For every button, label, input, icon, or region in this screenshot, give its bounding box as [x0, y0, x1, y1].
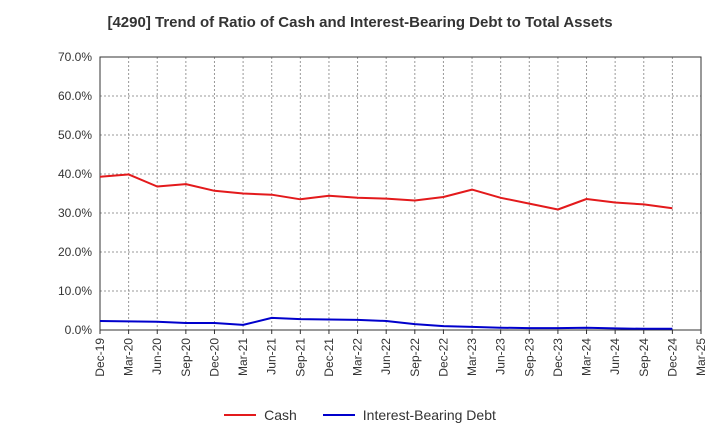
x-tick-label: Dec-23 — [551, 338, 565, 377]
x-tick-label: Dec-22 — [436, 338, 450, 377]
series-layer — [99, 173, 673, 330]
x-tick-label: Dec-24 — [665, 338, 679, 377]
x-tick-label: Jun-21 — [265, 338, 279, 375]
x-tick-label: Dec-19 — [93, 338, 107, 377]
series-line-interest-bearing-debt — [99, 316, 673, 330]
legend-label: Cash — [264, 407, 297, 423]
x-tick-label: Mar-25 — [694, 338, 708, 376]
series-line-cash — [99, 173, 673, 211]
axis-layer — [99, 56, 702, 334]
y-tick-label: 50.0% — [58, 128, 92, 142]
x-tick-label: Mar-21 — [236, 338, 250, 376]
x-tick-label: Jun-23 — [494, 338, 508, 375]
x-tick-label: Mar-24 — [580, 338, 594, 376]
legend-label: Interest-Bearing Debt — [362, 407, 496, 423]
x-tick-label: Jun-24 — [608, 338, 622, 375]
label-layer: 0.0% 10.0% 20.0% 30.0% 40.0% 50.0% 60.0% 70.0% D… — [58, 50, 708, 377]
y-tick-label: 70.0% — [58, 50, 92, 64]
x-tick-label: Sep-23 — [522, 338, 536, 377]
x-tick-label: Sep-20 — [179, 338, 193, 377]
x-tick-label: Mar-20 — [122, 338, 136, 376]
chart-title: [4290] Trend of Ratio of Cash and Intere… — [107, 14, 613, 31]
legend-item: Interest-Bearing Debt — [322, 407, 496, 423]
y-tick-label: 0.0% — [65, 323, 93, 337]
x-tick-label: Mar-23 — [465, 338, 479, 376]
y-tick-label: 30.0% — [58, 206, 92, 220]
y-tick-label: 60.0% — [58, 89, 92, 103]
x-tick-label: Jun-20 — [150, 338, 164, 375]
legend-swatch — [224, 414, 257, 416]
x-tick-label: Mar-22 — [351, 338, 365, 376]
y-tick-label: 40.0% — [58, 167, 92, 181]
legend-item: Cash — [224, 407, 297, 423]
x-tick-label: Sep-21 — [293, 338, 307, 377]
plot-area-frame — [99, 56, 702, 331]
grid-layer — [99, 56, 702, 331]
x-tick-label: Sep-24 — [637, 338, 651, 377]
y-tick-label: 10.0% — [58, 284, 92, 298]
legend: Cash Interest-Bearing Debt — [0, 404, 720, 426]
legend-swatch — [322, 414, 355, 416]
x-tick-label: Sep-22 — [408, 338, 422, 377]
y-tick-label: 20.0% — [58, 245, 92, 259]
x-tick-label: Dec-21 — [322, 338, 336, 377]
x-tick-label: Jun-22 — [379, 338, 393, 375]
x-tick-label: Dec-20 — [207, 338, 221, 377]
